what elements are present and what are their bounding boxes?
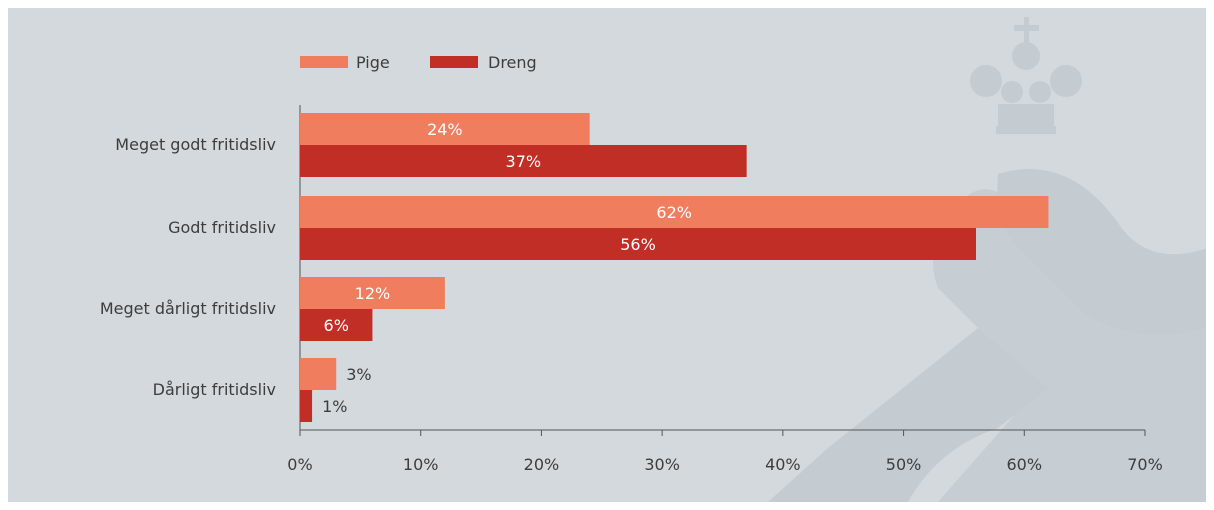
data-label: 1% <box>322 397 347 416</box>
bar-dreng <box>300 309 373 341</box>
data-label: 62% <box>656 203 692 222</box>
x-tick-label: 70% <box>1127 455 1163 474</box>
bar-dreng <box>300 145 747 177</box>
chart-canvas: Pige Dreng 0% 10% 20% 30% 40% 50% 60% 70% Meget … <box>8 8 1206 502</box>
data-label: 3% <box>346 365 371 384</box>
data-label: 6% <box>324 316 349 335</box>
bar-pige <box>300 277 445 309</box>
bar-dreng <box>300 228 976 260</box>
legend-label-pige: Pige <box>356 53 390 72</box>
data-label: 12% <box>355 284 391 303</box>
data-label: 37% <box>506 152 542 171</box>
category-label: Godt fritidsliv <box>168 218 276 237</box>
bar-pige <box>300 358 337 390</box>
x-tick-label: 0% <box>287 455 312 474</box>
x-tick-label: 30% <box>644 455 680 474</box>
legend: Pige Dreng <box>300 53 537 72</box>
x-tick-label: 10% <box>403 455 439 474</box>
category-label: Meget dårligt fritidsliv <box>100 299 276 318</box>
crown-cross-logo-icon <box>768 17 1206 502</box>
data-label: 24% <box>427 120 463 139</box>
legend-swatch-pige <box>300 56 348 68</box>
legend-label-dreng: Dreng <box>488 53 537 72</box>
x-tick-label: 40% <box>765 455 801 474</box>
plot-area: 0% 10% 20% 30% 40% 50% 60% 70% Meget godt fritid… <box>100 105 1163 474</box>
category-label: Dårligt fritidsliv <box>153 380 276 399</box>
bar-chart: Pige Dreng 0% 10% 20% 30% 40% 50% 60% 70% Meget … <box>100 17 1206 502</box>
x-tick-label: 50% <box>886 455 922 474</box>
bar-dreng <box>300 390 313 422</box>
category-label: Meget godt fritidsliv <box>115 135 276 154</box>
legend-swatch-dreng <box>430 56 478 68</box>
bar-pige <box>300 113 590 145</box>
bar-pige <box>300 196 1049 228</box>
data-label: 56% <box>620 235 656 254</box>
x-tick-label: 60% <box>1007 455 1043 474</box>
x-tick-label: 20% <box>524 455 560 474</box>
